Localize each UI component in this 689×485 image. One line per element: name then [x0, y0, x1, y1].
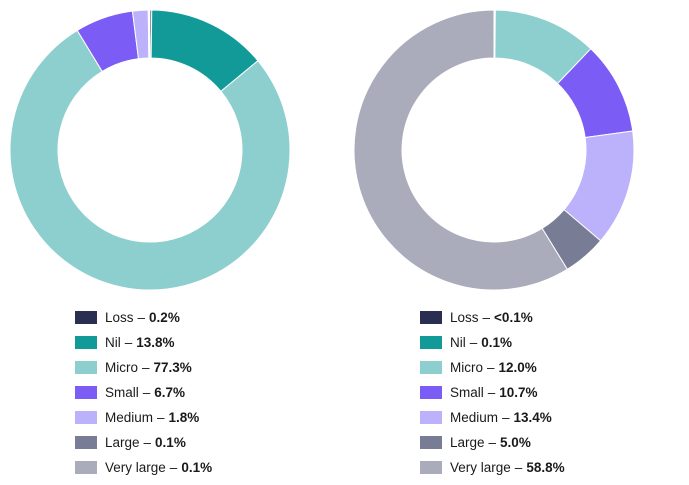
legend-value: 6.7%: [154, 385, 186, 400]
legend-swatch: [420, 436, 442, 449]
legend-separator: –: [502, 410, 510, 425]
legend-separator: –: [137, 310, 146, 325]
legend-item-nil: Nil –13.8%: [75, 330, 212, 355]
legend-label: Nil: [450, 335, 466, 350]
legend-label: Micro: [450, 360, 483, 375]
legend-item-large: Large –0.1%: [75, 430, 212, 455]
legend-value: 0.2%: [149, 310, 180, 325]
legend-value: 0.1%: [181, 460, 213, 475]
legend-item-very-large: Very large –0.1%: [75, 455, 212, 480]
donut-slice-very-large: [353, 9, 568, 291]
legend-swatch: [420, 361, 442, 374]
legend-item-medium: Medium –1.8%: [75, 405, 212, 430]
legend-value: 77.3%: [153, 360, 192, 375]
legend-value: 0.1%: [155, 435, 186, 450]
legend-value: 13.8%: [136, 335, 175, 350]
legend-separator: –: [124, 335, 133, 350]
legend-value: 58.8%: [526, 460, 565, 475]
legend-separator: –: [487, 360, 495, 375]
legend-right: Loss – <0.1% Nil –0.1% Micro –12.0% Small –10.7%…: [420, 305, 565, 480]
legend-item-loss: Loss –0.2%: [75, 305, 212, 330]
legend-label: Very large: [450, 460, 511, 475]
legend-item-small: Small –6.7%: [75, 380, 212, 405]
legend-swatch: [420, 336, 442, 349]
legend-value: 0.1%: [481, 335, 513, 350]
legend-label: Small: [450, 385, 484, 400]
legend-separator: –: [143, 435, 152, 450]
legend-item-micro: Micro –77.3%: [75, 355, 212, 380]
legend-label: Small: [105, 385, 139, 400]
legend-item-nil: Nil –0.1%: [420, 330, 565, 355]
legend-value: 10.7%: [499, 385, 538, 400]
legend-label: Medium: [105, 410, 154, 425]
legend-swatch: [75, 386, 97, 399]
legend-item-loss: Loss – <0.1%: [420, 305, 565, 330]
legend-item-large: Large –5.0%: [420, 430, 565, 455]
donut-chart-left: [9, 9, 291, 291]
legend-swatch: [420, 386, 442, 399]
legend-value: <0.1%: [494, 310, 533, 325]
legend-item-micro: Micro –12.0%: [420, 355, 565, 380]
donut-slice-very-large: [148, 9, 151, 59]
legend-label: Loss: [450, 310, 479, 325]
legend-label: Loss: [105, 310, 134, 325]
legend-separator: –: [157, 410, 165, 425]
legend-value: 13.4%: [513, 410, 552, 425]
legend-separator: –: [488, 435, 497, 450]
legend-value: 12.0%: [498, 360, 537, 375]
legend-swatch: [420, 311, 442, 324]
legend-value: 5.0%: [500, 435, 531, 450]
legend-swatch: [75, 336, 97, 349]
legend-swatch: [75, 411, 97, 424]
legend-separator: –: [482, 310, 491, 325]
legend-separator: –: [487, 385, 496, 400]
legend-item-small: Small –10.7%: [420, 380, 565, 405]
legend-label: Large: [450, 435, 485, 450]
legend-label: Large: [105, 435, 140, 450]
legend-separator: –: [469, 335, 478, 350]
donut-charts: [9, 9, 635, 291]
legend-item-very-large: Very large –58.8%: [420, 455, 565, 480]
legend-separator: –: [142, 360, 150, 375]
legend-left: Loss –0.2% Nil –13.8% Micro –77.3% Small –6.7% M…: [75, 305, 212, 480]
legend-swatch: [75, 461, 97, 474]
legend-swatch: [420, 411, 442, 424]
legend-separator: –: [514, 460, 523, 475]
legend-separator: –: [142, 385, 151, 400]
legend-label: Medium: [450, 410, 499, 425]
legend-separator: –: [169, 460, 178, 475]
donut-chart-right: [353, 9, 635, 291]
legend-swatch: [75, 361, 97, 374]
legend-label: Very large: [105, 460, 166, 475]
legend-item-medium: Medium –13.4%: [420, 405, 565, 430]
donut-slice-micro: [9, 29, 291, 291]
legend-swatch: [75, 436, 97, 449]
legend-value: 1.8%: [168, 410, 200, 425]
legend-swatch: [420, 461, 442, 474]
legend-label: Nil: [105, 335, 121, 350]
legend-swatch: [75, 311, 97, 324]
legend-label: Micro: [105, 360, 138, 375]
